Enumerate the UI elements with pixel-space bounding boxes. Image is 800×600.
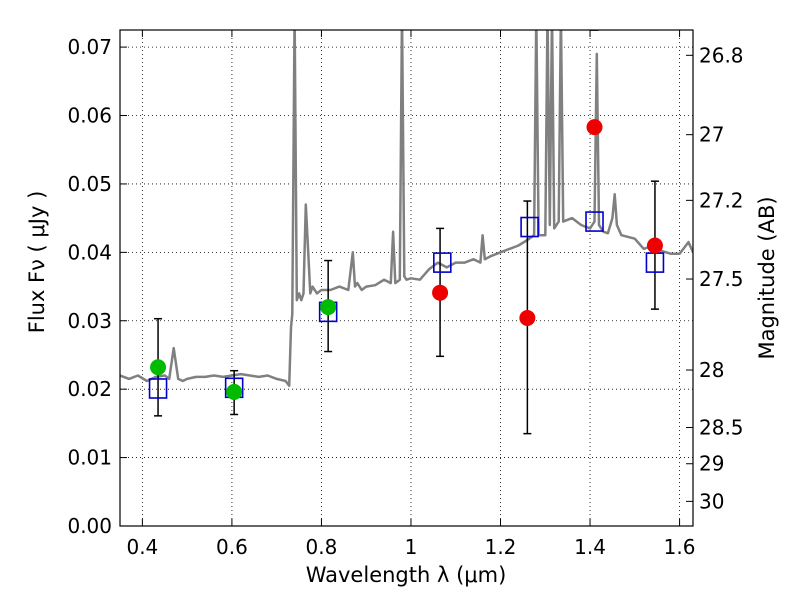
green-data-point: [320, 299, 337, 316]
data-markers: [148, 119, 665, 400]
magnitude-tick-label: 30: [699, 489, 724, 513]
red-data-point: [646, 237, 663, 254]
y-tick-label: 0.00: [67, 514, 112, 538]
y-tick-label: 0.03: [67, 309, 112, 333]
x-tick-label: 0.8: [306, 535, 338, 559]
model-photometry-point: [520, 216, 539, 238]
red-data-point: [519, 310, 536, 327]
y-tick-label: 0.05: [67, 172, 112, 196]
y-tick-label: 0.02: [67, 377, 112, 401]
x-axis-label: Wavelength λ (μm): [306, 563, 507, 587]
magnitude-tick-label: 27.5: [699, 267, 744, 291]
y-axis-label-right: Magnitude (AB): [755, 196, 779, 359]
model-spectrum: [120, 30, 693, 388]
x-tick-label: 1.6: [664, 535, 696, 559]
model-photometry-point: [433, 252, 452, 273]
red-data-point: [432, 284, 449, 301]
axis-tick-labels: 0.4 0.6 0.8 1 1.2 1.4 1.6 0.00 0.01 0.02 0.03 0.04 0…: [67, 35, 743, 559]
model-photometry-point: [148, 378, 168, 399]
magnitude-tick-label: 27.2: [699, 188, 744, 212]
green-data-point: [226, 383, 243, 400]
y-tick-label: 0.06: [67, 104, 112, 128]
magnitude-tick-label: 28: [699, 358, 724, 382]
magnitude-tick-label: 27: [699, 123, 724, 147]
x-tick-label: 0.6: [216, 535, 248, 559]
magnitude-tick-label: 26.8: [699, 43, 744, 67]
x-tick-label: 1.2: [485, 535, 517, 559]
x-tick-label: 0.4: [126, 535, 158, 559]
y-tick-label: 0.07: [67, 35, 112, 59]
y-tick-label: 0.01: [67, 446, 112, 470]
x-tick-label: 1: [405, 535, 418, 559]
x-tick-label: 1.4: [574, 535, 606, 559]
red-data-point: [586, 119, 603, 136]
green-data-point: [150, 359, 167, 376]
model-photometry-point: [585, 211, 604, 232]
y-tick-label: 0.04: [67, 240, 112, 264]
magnitude-tick-label: 28.5: [699, 415, 744, 439]
y-axis-label-left: Flux Fν ( μJy ): [25, 191, 49, 334]
axis-ticks: [120, 30, 693, 527]
magnitude-tick-label: 29: [699, 452, 724, 476]
plot-frame: [119, 29, 694, 527]
model-spectrum-line: [120, 30, 693, 388]
